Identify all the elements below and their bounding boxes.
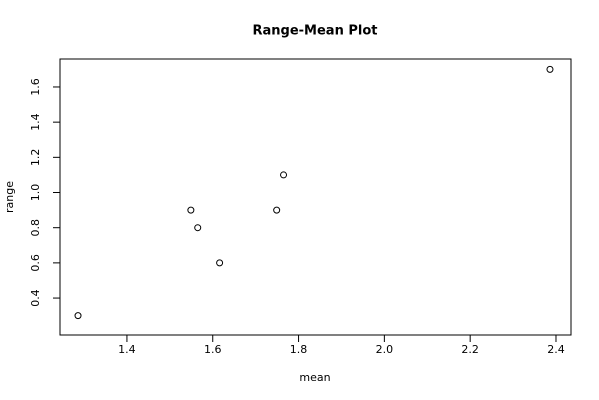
y-tick-label: 1.2 xyxy=(29,149,42,167)
chart-title: Range-Mean Plot xyxy=(253,24,378,39)
point xyxy=(216,259,224,267)
x-tick-label: 2.2 xyxy=(461,343,479,356)
x-tick-label: 1.6 xyxy=(204,343,222,356)
point xyxy=(273,206,281,214)
y-tick-label: 0.6 xyxy=(29,254,42,272)
y-axis-label: range xyxy=(3,181,16,213)
point xyxy=(280,171,288,179)
x-axis-label: mean xyxy=(299,371,330,384)
x-tick-label: 1.8 xyxy=(290,343,308,356)
point xyxy=(546,65,554,73)
x-tick-label: 2.0 xyxy=(376,343,394,356)
plot-frame xyxy=(59,58,572,336)
x-tick-label: 2.4 xyxy=(547,343,565,356)
y-tick-label: 0.4 xyxy=(29,289,42,307)
point xyxy=(194,224,202,232)
y-tick-label: 1.6 xyxy=(29,78,42,96)
x-tick-label: 1.4 xyxy=(118,343,136,356)
y-tick-label: 1.0 xyxy=(29,184,42,202)
point xyxy=(187,206,195,214)
y-tick-label: 0.8 xyxy=(29,219,42,237)
point xyxy=(74,312,82,320)
y-tick-label: 1.4 xyxy=(29,113,42,131)
